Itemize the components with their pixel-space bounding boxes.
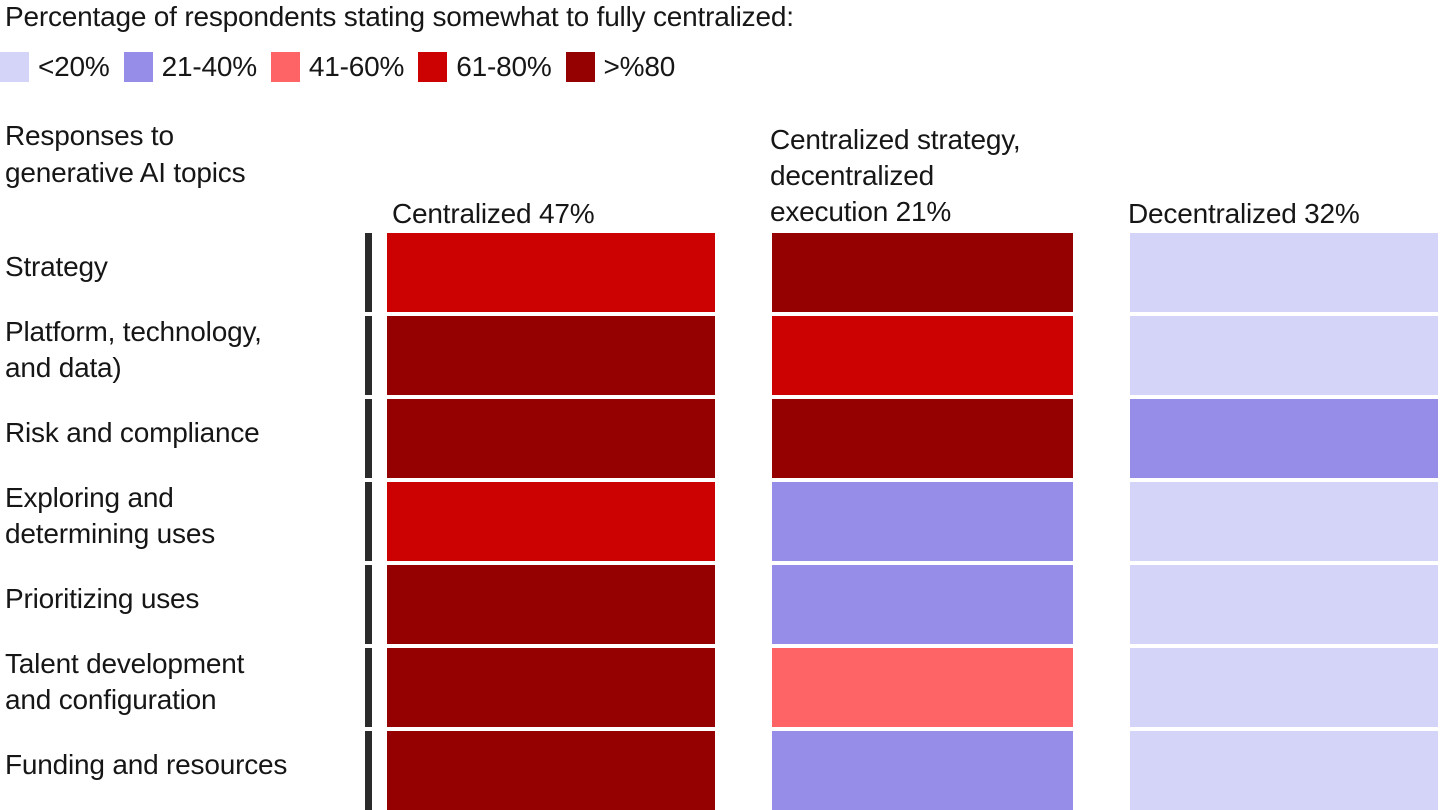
legend-label: 41-60% [308, 51, 405, 82]
legend-label: <20% [38, 51, 110, 82]
row-label: Platform, technology, and data) [5, 310, 357, 389]
heatmap-cell [772, 316, 1073, 395]
row-label-line: Exploring and [5, 481, 174, 513]
row-label-line: Risk and compliance [5, 416, 260, 448]
heatmap-cell [1130, 731, 1438, 810]
legend-swatch [565, 52, 595, 82]
column-header-line: execution 21% [770, 196, 952, 227]
legend-label: >%80 [603, 51, 676, 82]
heatmap-cell [387, 731, 715, 810]
row-axis-title-line: generative AI topics [5, 157, 246, 188]
column-header: Centralized strategy, decentralized execut… [770, 122, 1021, 230]
row-label-line: Strategy [5, 250, 108, 282]
heatmap-cell [1130, 316, 1438, 395]
heatmap-cell [772, 648, 1073, 727]
heatmap-cell [772, 482, 1073, 561]
row-label-line: Prioritizing uses [5, 582, 200, 614]
row-label: Prioritizing uses [5, 559, 357, 638]
heatmap-cell [1130, 482, 1438, 561]
row-label-line: and configuration [5, 683, 217, 715]
legend-swatch [123, 52, 153, 82]
heatmap-cell [772, 731, 1073, 810]
row-label-line: Platform, technology, [5, 315, 262, 347]
column-header: Centralized 47% [392, 196, 595, 232]
legend-item: 21-40% [123, 51, 258, 83]
legend-item: 61-80% [418, 51, 552, 83]
heatmap-cell [772, 399, 1073, 478]
heatmap-cell [772, 233, 1073, 312]
row-axis-title-line: Responses to [5, 120, 174, 151]
legend-item: <20% [0, 51, 110, 83]
chart-title: Percentage of respondents stating somewh… [5, 1, 794, 32]
heatmap-cell [1130, 565, 1438, 644]
legend-swatch [0, 52, 29, 82]
column-header-line: Centralized strategy, [770, 124, 1021, 155]
legend-item: 41-60% [270, 51, 405, 83]
heatmap-cell [387, 233, 715, 312]
axis-tick-bar [365, 399, 372, 478]
row-label: Exploring and determining uses [5, 476, 357, 555]
row-label: Talent development and configuration [5, 642, 357, 721]
heatmap-cell [387, 565, 715, 644]
column-header-line: Decentralized 32% [1128, 198, 1360, 229]
row-axis-title: Responses to generative AI topics [5, 117, 246, 191]
row-label: Strategy [5, 227, 357, 306]
axis-tick-bar [365, 565, 372, 644]
row-label-line: and data) [5, 351, 122, 383]
legend: <20% 21-40% 41-60% 61-80% >%80 [0, 51, 689, 83]
heatmap-cell [1130, 399, 1438, 478]
row-label: Funding and resources [5, 725, 357, 804]
column-header-line: Centralized 47% [392, 198, 595, 229]
axis-tick-bar [365, 482, 372, 561]
row-label-line: Funding and resources [5, 748, 288, 780]
heatmap-cell [1130, 648, 1438, 727]
column-header-line: decentralized [770, 160, 934, 191]
heatmap-cell [387, 482, 715, 561]
legend-swatch [270, 52, 300, 82]
heatmap-cell [772, 565, 1073, 644]
legend-label: 21-40% [161, 51, 258, 82]
row-label: Risk and compliance [5, 393, 357, 472]
row-label-line: determining uses [5, 517, 216, 549]
column-header: Decentralized 32% [1128, 196, 1360, 232]
axis-tick-bar [365, 316, 372, 395]
row-label-line: Talent development [5, 647, 245, 679]
axis-tick-bar [365, 648, 372, 727]
axis-tick-bar [365, 233, 372, 312]
legend-swatch [418, 52, 448, 82]
heatmap-cell [387, 316, 715, 395]
legend-label: 61-80% [456, 51, 552, 82]
heatmap-cell [387, 648, 715, 727]
heatmap-cell [1130, 233, 1438, 312]
heatmap-cell [387, 399, 715, 478]
axis-tick-bar [365, 731, 372, 810]
legend-item: >%80 [565, 51, 676, 83]
